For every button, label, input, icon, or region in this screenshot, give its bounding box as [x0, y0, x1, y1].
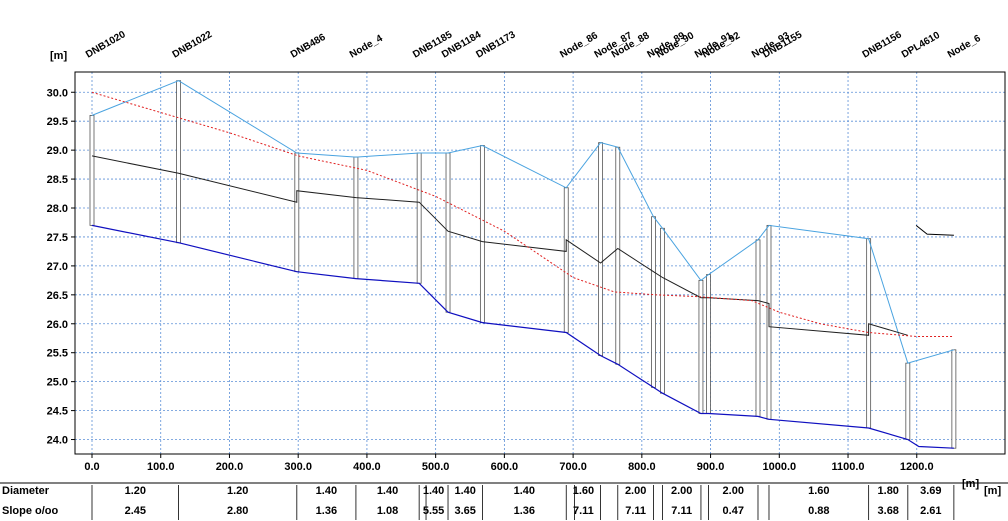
table-cell: 5.55: [423, 505, 444, 517]
manhole: [706, 274, 711, 414]
table-cell: 2.00: [723, 485, 744, 497]
table-cell: 2.80: [227, 505, 248, 517]
table-cell: 1.40: [316, 485, 337, 497]
x-tick-label: 200.0: [216, 461, 244, 473]
x-tick-label: 800.0: [628, 461, 656, 473]
manhole: [598, 142, 604, 357]
manhole: [615, 146, 621, 365]
table-cell: 2.45: [125, 505, 146, 517]
y-tick-label: 28.0: [47, 203, 68, 215]
y-tick-label: 29.5: [47, 116, 68, 128]
x-tick-label: 1000.0: [762, 461, 796, 473]
manhole: [563, 187, 569, 333]
table-cell: 1.36: [316, 505, 337, 517]
y-tick-label: 25.5: [47, 348, 68, 360]
y-tick-label: 24.0: [47, 435, 68, 447]
table-cell: 1.80: [878, 485, 899, 497]
x-axis: 0.0 100.0 200.0 300.0 400.0 500.0 600.0 700.0 80…: [84, 454, 934, 473]
x-tick-label: 700.0: [559, 461, 587, 473]
y-axis: 30.0 29.5 29.0 28.5 28.0 27.5 27.0 26.5 26.0 25.5…: [47, 87, 75, 447]
table-cell: 1.40: [514, 485, 535, 497]
table-cell: 3.68: [878, 505, 899, 517]
x-tick-label: 100.0: [147, 461, 175, 473]
table-cell: 0.88: [808, 505, 829, 517]
y-tick-label: 27.5: [47, 232, 68, 244]
series-hydraulic-grade: [91, 91, 954, 337]
x-tick-label: 1200.0: [900, 461, 934, 473]
manhole: [951, 349, 957, 449]
series-pipe-crown: [91, 155, 908, 336]
x-tick-label: 600.0: [491, 461, 519, 473]
manhole: [89, 115, 95, 226]
manhole: [698, 279, 704, 414]
manhole: [176, 80, 181, 244]
series-invert: [91, 224, 954, 449]
table-cell: 0.47: [723, 505, 744, 517]
manhole: [416, 152, 422, 284]
grid: [75, 72, 1005, 454]
series-lines: [91, 80, 955, 449]
table-cell: 7.11: [573, 505, 594, 517]
x-tick-label: 500.0: [422, 461, 450, 473]
y-axis-unit: [m]: [50, 50, 67, 62]
table-row-label: Slope o/oo: [2, 505, 59, 517]
series-terrain-detail: [915, 225, 954, 236]
table-cell: 1.20: [227, 485, 248, 497]
table-cell: 1.36: [514, 505, 535, 517]
table-cell: 1.40: [377, 485, 398, 497]
table-cell: 2.00: [625, 485, 646, 497]
x-tick-label: 400.0: [353, 461, 381, 473]
series-terrain: [91, 80, 955, 364]
manhole: [755, 239, 761, 417]
table-cell: 1.60: [573, 485, 594, 497]
x-tick-label: 300.0: [284, 461, 312, 473]
table-cell: 1.40: [423, 485, 444, 497]
x-tick-label: 1100.0: [832, 461, 865, 473]
y-tick-label: 24.5: [47, 406, 68, 418]
plot-frame: [74, 71, 1006, 455]
x-tick-label: 900.0: [697, 461, 725, 473]
profile-table: Diameter [m] 1.20 1.20 1.40 1.40 1.40 1.40 1.40 1…: [0, 482, 1008, 520]
x-tick-label: 0.0: [84, 461, 99, 473]
y-tick-label: 30.0: [47, 87, 68, 99]
manhole: [660, 227, 665, 394]
manhole: [905, 362, 911, 440]
manhole: [445, 152, 451, 313]
table-row-label: Diameter: [2, 485, 50, 497]
table-cell: 1.08: [377, 505, 398, 517]
table-cell: 2.61: [920, 505, 941, 517]
table-row-unit: [m]: [984, 485, 1001, 497]
manhole: [353, 156, 359, 280]
x-axis-unit: [m]: [962, 478, 979, 490]
table-cell: 1.60: [808, 485, 829, 497]
table-cell: 1.40: [454, 485, 475, 497]
manhole: [294, 152, 300, 273]
table-cell: 2.00: [671, 485, 692, 497]
y-tick-label: 26.0: [47, 319, 68, 331]
table-cell: 7.11: [671, 505, 692, 517]
y-tick-label: 28.5: [47, 174, 68, 186]
table-cell: 1.20: [125, 485, 146, 497]
table-cell: 7.11: [625, 505, 646, 517]
y-tick-label: 26.5: [47, 290, 68, 302]
y-tick-label: 25.0: [47, 377, 68, 389]
y-tick-label: 27.0: [47, 261, 68, 273]
table-cell: 3.65: [454, 505, 475, 517]
manhole: [651, 216, 656, 388]
y-tick-label: 29.0: [47, 145, 68, 157]
table-cell: 3.69: [920, 485, 941, 497]
manhole: [479, 145, 485, 324]
